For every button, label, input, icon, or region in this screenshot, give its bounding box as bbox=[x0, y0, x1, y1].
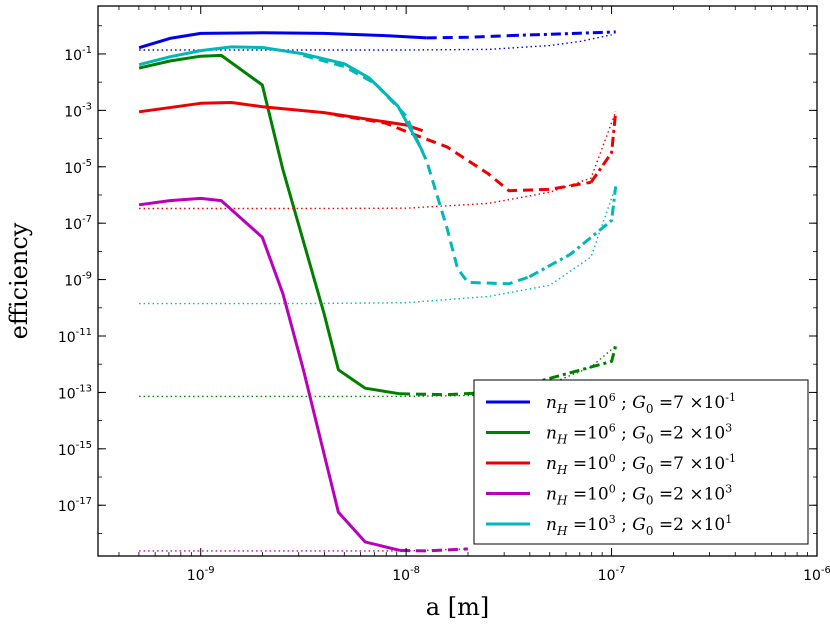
y-tick-label: 10-7 bbox=[64, 214, 92, 233]
series-1-dashdot-line bbox=[508, 345, 618, 392]
x-tick-label: 10-8 bbox=[392, 565, 420, 584]
y-tick-label: 10-1 bbox=[64, 45, 92, 64]
y-tick-label: 10-9 bbox=[64, 271, 92, 290]
series-0-solid-line bbox=[138, 31, 427, 50]
plot-area bbox=[138, 30, 618, 553]
x-axis-title: a [m] bbox=[426, 593, 489, 621]
plot-frame bbox=[97, 5, 818, 557]
legend: nH =106 ; G0 =7 ×10-1 nH =106 ; G0 =2 ×10… bbox=[473, 379, 809, 545]
series-4-dashdot-line bbox=[528, 186, 618, 279]
y-tick-label: 10-17 bbox=[58, 496, 92, 515]
series-4-solid-line bbox=[138, 45, 424, 153]
legend-entry: nH =106 ; G0 =2 ×103 bbox=[546, 422, 732, 447]
series-0-dashdot-line bbox=[508, 30, 616, 38]
y-tick-label: 10-13 bbox=[58, 383, 92, 402]
legend-entry: nH =100 ; G0 =2 ×103 bbox=[546, 483, 732, 508]
y-tick-label: 10-11 bbox=[58, 327, 92, 346]
y-tick-label: 10-3 bbox=[64, 101, 92, 120]
series-3-dashed-line bbox=[399, 547, 468, 553]
x-tick-label: 10-6 bbox=[803, 565, 830, 584]
y-tick-label: 10-5 bbox=[64, 158, 92, 177]
legend-entry: nH =106 ; G0 =7 ×10-1 bbox=[546, 391, 736, 416]
legend-entry: nH =103 ; G0 =2 ×101 bbox=[546, 513, 732, 538]
series-2-dashed-line bbox=[333, 113, 592, 193]
series-0-dotted-line bbox=[139, 34, 612, 51]
series-2-dotted-line bbox=[139, 111, 617, 210]
series-0-dashed-line bbox=[426, 34, 509, 40]
legend-entry: nH =100 ; G0 =7 ×10-1 bbox=[546, 452, 736, 477]
series-1-solid-line bbox=[138, 53, 401, 396]
y-tick-label: 10-15 bbox=[58, 440, 92, 459]
axes: 10-9 10-8 10-7 10-6 10-1 10-3 10-5 10-7 10-9 10-1… bbox=[5, 5, 830, 621]
series-3-solid-line bbox=[138, 196, 401, 552]
x-tick-label: 10-7 bbox=[598, 565, 626, 584]
series-4-dashed-line bbox=[303, 53, 530, 286]
series-4-dotted-line bbox=[139, 186, 617, 305]
y-axis-title: efficiency bbox=[5, 222, 33, 339]
series-2-dashdot-line bbox=[589, 111, 618, 184]
series-2-solid-line bbox=[138, 101, 424, 133]
x-tick-label: 10-9 bbox=[187, 565, 215, 584]
